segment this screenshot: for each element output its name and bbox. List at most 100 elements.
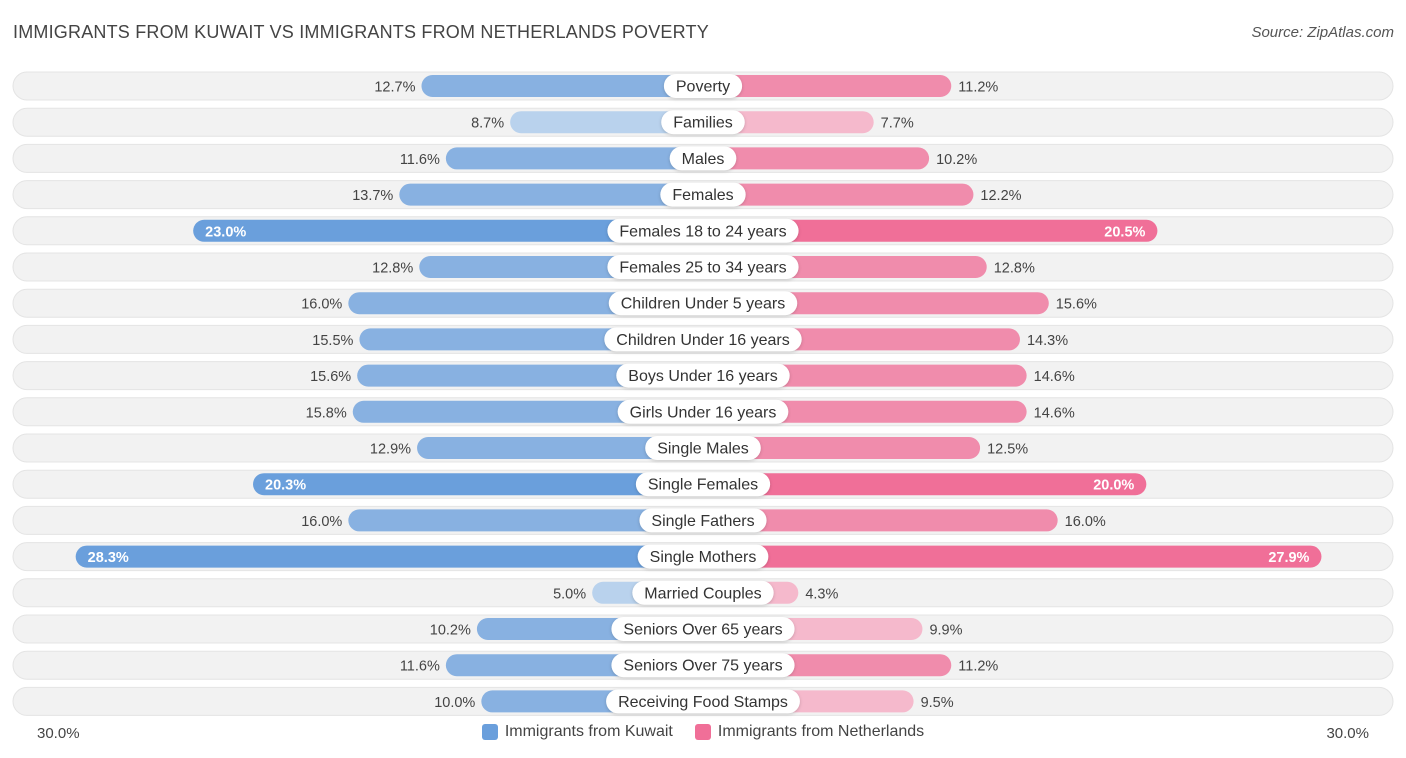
category-pill [617,399,789,424]
category-pill [604,327,802,352]
value-label-netherlands: 12.5% [987,442,1028,458]
value-label-netherlands: 4.3% [805,586,838,602]
value-label-kuwait: 15.6% [310,369,351,385]
category-label: Males [682,151,725,168]
bar-netherlands [692,437,981,459]
category-pill [607,255,799,279]
chart-title: IMMIGRANTS FROM KUWAIT VS IMMIGRANTS FRO… [13,22,709,42]
bar-kuwait [421,75,714,97]
category-label: Children Under 5 years [621,296,786,313]
value-label-netherlands: 15.6% [1056,297,1097,313]
value-label-netherlands: 20.0% [1093,478,1134,494]
legend-swatch-kuwait [481,724,498,740]
category-pill [635,472,771,497]
category-pill [632,580,774,605]
category-label: Females 18 to 24 years [619,223,786,240]
category-pill [616,363,790,388]
category-pill [611,653,795,678]
value-label-kuwait: 16.0% [301,514,342,530]
value-label-kuwait: 23.0% [205,224,246,240]
legend-label-netherlands: Immigrants from Netherlands [717,723,925,740]
value-label-kuwait: 20.3% [265,478,306,494]
value-label-netherlands: 10.2% [936,152,977,168]
category-pill [661,110,745,135]
bar-kuwait [348,509,714,532]
legend-item-kuwait[interactable]: Immigrants from Kuwait [481,723,673,741]
value-label-kuwait: 13.7% [352,188,393,204]
value-label-kuwait: 28.3% [88,550,129,566]
bar-kuwait [445,147,714,170]
category-pill [669,146,737,171]
value-label-kuwait: 12.7% [374,80,415,96]
category-label: Seniors Over 75 years [623,658,782,675]
category-label: Single Males [657,441,749,458]
bar-netherlands [692,219,1158,242]
bar-netherlands [692,545,1322,568]
category-label: Single Mothers [650,549,757,566]
legend-label-kuwait: Immigrants from Kuwait [504,723,673,740]
category-pill [608,291,798,316]
value-label-netherlands: 7.7% [881,116,914,132]
bar-kuwait [75,545,714,568]
value-label-netherlands: 14.3% [1027,333,1068,349]
bar-netherlands [692,509,1058,532]
bar-netherlands [692,473,1147,496]
category-label: Seniors Over 65 years [623,622,782,639]
bar-kuwait [253,473,714,496]
category-label: Single Fathers [651,513,754,530]
category-pill [611,617,795,641]
category-label: Females 25 to 34 years [619,260,786,277]
value-label-kuwait: 15.8% [306,405,347,421]
category-label: Poverty [676,79,730,96]
category-pill [606,689,800,714]
legend-item-netherlands[interactable]: Immigrants from Netherlands [694,723,925,741]
category-label: Receiving Food Stamps [618,694,788,711]
value-label-kuwait: 12.9% [370,442,411,458]
value-label-netherlands: 16.0% [1065,514,1106,530]
bar-kuwait [417,437,714,459]
value-label-kuwait: 16.0% [301,297,342,313]
value-label-netherlands: 20.5% [1104,224,1145,240]
value-label-kuwait: 11.6% [400,152,440,168]
bar-netherlands [692,75,952,97]
value-label-kuwait: 15.5% [312,333,353,349]
category-label: Females [672,187,733,204]
category-pill [639,508,767,533]
legend: Immigrants from Kuwait Immigrants from N… [0,723,1406,741]
category-label: Married Couples [644,585,761,602]
value-label-netherlands: 12.2% [980,188,1021,204]
axis-left-label: 30.0% [37,725,80,742]
value-label-netherlands: 12.8% [994,261,1035,277]
legend-swatch-netherlands [694,724,711,740]
value-label-kuwait: 5.0% [553,586,586,602]
value-label-kuwait: 8.7% [471,116,504,132]
category-pill [637,544,769,569]
category-pill [663,74,743,98]
source-note: Source: ZipAtlas.com [1251,24,1394,41]
bar-kuwait [399,183,714,206]
category-label: Children Under 16 years [616,332,789,349]
value-label-kuwait: 10.0% [434,695,475,711]
value-label-netherlands: 14.6% [1034,369,1075,385]
value-label-netherlands: 9.9% [929,623,962,639]
category-pill [660,182,746,207]
category-pill [645,436,761,460]
bar-netherlands [692,183,974,206]
value-label-netherlands: 11.2% [958,80,998,96]
axis-right-label: 30.0% [1326,725,1369,742]
category-label: Girls Under 16 years [630,404,777,421]
value-label-netherlands: 9.5% [921,695,954,711]
bar-kuwait [193,219,714,242]
bar-netherlands [692,147,930,170]
category-pill [607,218,799,243]
category-label: Families [673,115,733,132]
chart-row: 23.0% 20.5% [12,216,1394,246]
category-label: Single Females [648,477,758,494]
value-label-netherlands: 14.6% [1034,405,1075,421]
value-label-kuwait: 12.8% [372,261,413,277]
value-label-kuwait: 10.2% [430,623,471,639]
value-label-netherlands: 27.9% [1268,550,1309,566]
category-label: Boys Under 16 years [628,368,777,385]
value-label-kuwait: 11.6% [400,659,440,675]
